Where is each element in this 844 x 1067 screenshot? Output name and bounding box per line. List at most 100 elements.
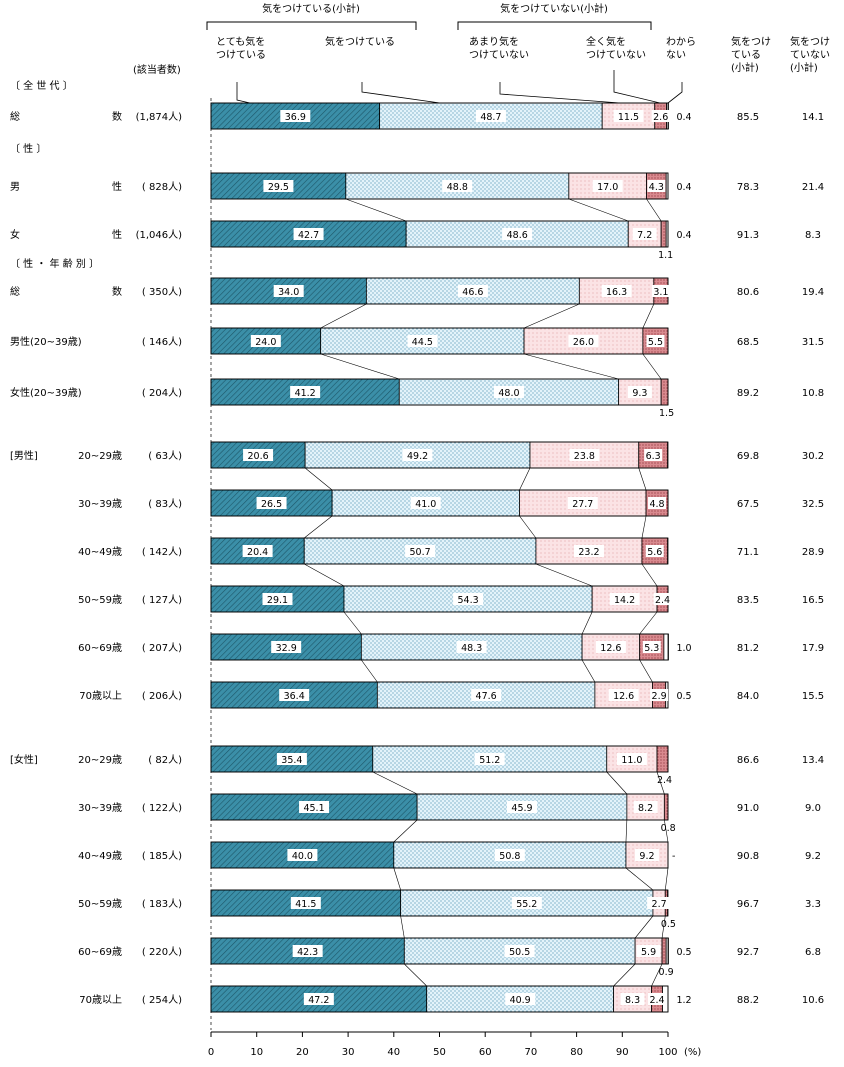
value-label: 46.6 [462, 287, 483, 298]
x-tick-label: 50 [433, 1047, 446, 1058]
connector-line [404, 963, 427, 987]
value-label-bg [568, 335, 599, 347]
value-label-bg [601, 285, 632, 297]
bar-segment-4 [661, 937, 667, 965]
row-n: ( 127人) [142, 594, 182, 606]
x-tick-label: 100 [658, 1047, 677, 1058]
value-label-bg [651, 285, 670, 297]
sub2-header: (小計) [790, 61, 818, 74]
sub1-header: 気をつけ [731, 35, 771, 48]
bar-row: 40~49歳 ( 142人) 20.4 50.7 23.2 5.6 71.1 28.9 [78, 537, 824, 565]
bar-row: 男 性 ( 828人) 29.5 48.8 17.0 4.3 0.4 78.3 21.4 [10, 172, 824, 200]
value-label: 8.3 [625, 995, 640, 1006]
subtotal-notcare: 13.4 [802, 755, 824, 766]
connector-line [361, 659, 378, 683]
row-n: ( 142人) [142, 546, 182, 558]
row-label: [男性] [10, 449, 38, 462]
bar-segment-4 [656, 745, 669, 773]
row-label: 20~29歳 [78, 450, 122, 462]
value-label: 1.0 [676, 643, 691, 654]
value-label-bg [627, 386, 652, 398]
row-label: 女 [10, 228, 20, 241]
value-label: 2.7 [652, 899, 667, 910]
connector-line [642, 353, 662, 380]
value-label-bg [271, 641, 302, 653]
value-label-bg [263, 180, 294, 192]
value-label-bg [299, 801, 330, 813]
row-label: 30~39歳 [78, 802, 122, 814]
bar-row: 60~69歳 ( 207人) 32.9 48.3 12.6 5.3 1.0 81.2 17.9 [78, 633, 824, 661]
sub2-header: ていない [790, 49, 830, 61]
value-label: 26.0 [573, 337, 594, 348]
legend-group-care: 気をつけている(小計) [262, 2, 360, 15]
value-label-bg [595, 641, 626, 653]
value-label-bg [608, 689, 639, 701]
row-label: 総 [10, 285, 20, 298]
value-label-bg [632, 228, 657, 240]
value-label: 47.6 [476, 691, 497, 702]
value-label: 17.0 [597, 182, 618, 193]
row-label: 男 [10, 181, 20, 193]
subtotal-care: 67.5 [737, 499, 759, 510]
bar-outline [210, 220, 669, 248]
value-label-bg [442, 180, 473, 192]
value-label-bg [405, 545, 436, 557]
subtotal-care: 85.5 [737, 112, 759, 123]
value-label-bg [648, 497, 667, 509]
subtotal-notcare: 10.6 [802, 995, 824, 1006]
legend-leader-1 [236, 82, 251, 104]
value-label: 42.3 [297, 947, 318, 958]
bar-row: 50~59歳 ( 183人) 41.5 55.2 2.7 0.5 96.7 3.3 [78, 889, 821, 930]
bar-segment-4 [660, 378, 669, 406]
subtotal-care: 83.5 [737, 595, 759, 606]
value-label: 29.1 [267, 595, 288, 606]
row-label: 70歳以上 [79, 994, 122, 1006]
value-label: 54.3 [457, 595, 478, 606]
row-label: 50~59歳 [78, 898, 122, 910]
subtotal-notcare: 14.1 [802, 112, 824, 123]
value-label: 36.4 [284, 691, 305, 702]
value-label: 20.4 [247, 547, 268, 558]
value-label-bg [243, 449, 274, 461]
value-label-bg [262, 593, 293, 605]
connector-line [634, 915, 654, 939]
value-label-bg [620, 993, 645, 1005]
value-label-bg [642, 641, 661, 653]
value-label: 0.5 [661, 919, 676, 930]
connector-line [568, 198, 629, 222]
value-label: 4.8 [649, 499, 664, 510]
value-label: 0.5 [676, 947, 691, 958]
value-label-bg [644, 449, 663, 461]
value-label-bg [457, 285, 488, 297]
connector-line [625, 867, 654, 891]
value-label-bg [474, 753, 505, 765]
row-label: 総 [10, 110, 20, 123]
bar-row: 30~39歳 ( 83人) 26.5 41.0 27.7 4.8 67.5 32.5 [78, 489, 824, 517]
x-tick-label: 90 [616, 1047, 629, 1058]
value-label: 45.1 [303, 803, 324, 814]
connector-line [641, 515, 647, 539]
bar-row: 総 数 (1,874人) 36.9 48.7 11.5 2.6 0.4 85.5 14.1 [10, 102, 824, 130]
row-label: 性 [112, 180, 122, 193]
value-label: 36.9 [285, 112, 306, 123]
value-label-bg [650, 689, 669, 701]
value-label-bg [648, 993, 667, 1005]
value-label: 27.7 [572, 499, 593, 510]
value-label: 16.3 [606, 287, 627, 298]
value-label: 40.0 [292, 851, 313, 862]
subtotal-care: 91.3 [737, 230, 759, 241]
value-label-bg [242, 545, 273, 557]
value-label: 0.8 [661, 823, 676, 834]
connector-line [664, 819, 669, 843]
x-tick-label: 20 [296, 1047, 309, 1058]
row-n: ( 122人) [142, 802, 182, 814]
row-n: ( 82人) [148, 754, 182, 766]
value-label: 0.4 [676, 230, 691, 241]
bar-row: 総 数 ( 350人) 34.0 46.6 16.3 3.1 80.6 19.4 [10, 277, 824, 305]
subtotal-notcare: 19.4 [802, 287, 824, 298]
value-label: 12.6 [613, 691, 634, 702]
bar-row: 70歳以上 ( 254人) 47.2 40.9 8.3 2.4 1.2 88.2 10.6 [79, 985, 824, 1013]
connector-line [304, 563, 345, 587]
value-label-bg [616, 753, 647, 765]
row-n: (1,046人) [136, 229, 183, 241]
